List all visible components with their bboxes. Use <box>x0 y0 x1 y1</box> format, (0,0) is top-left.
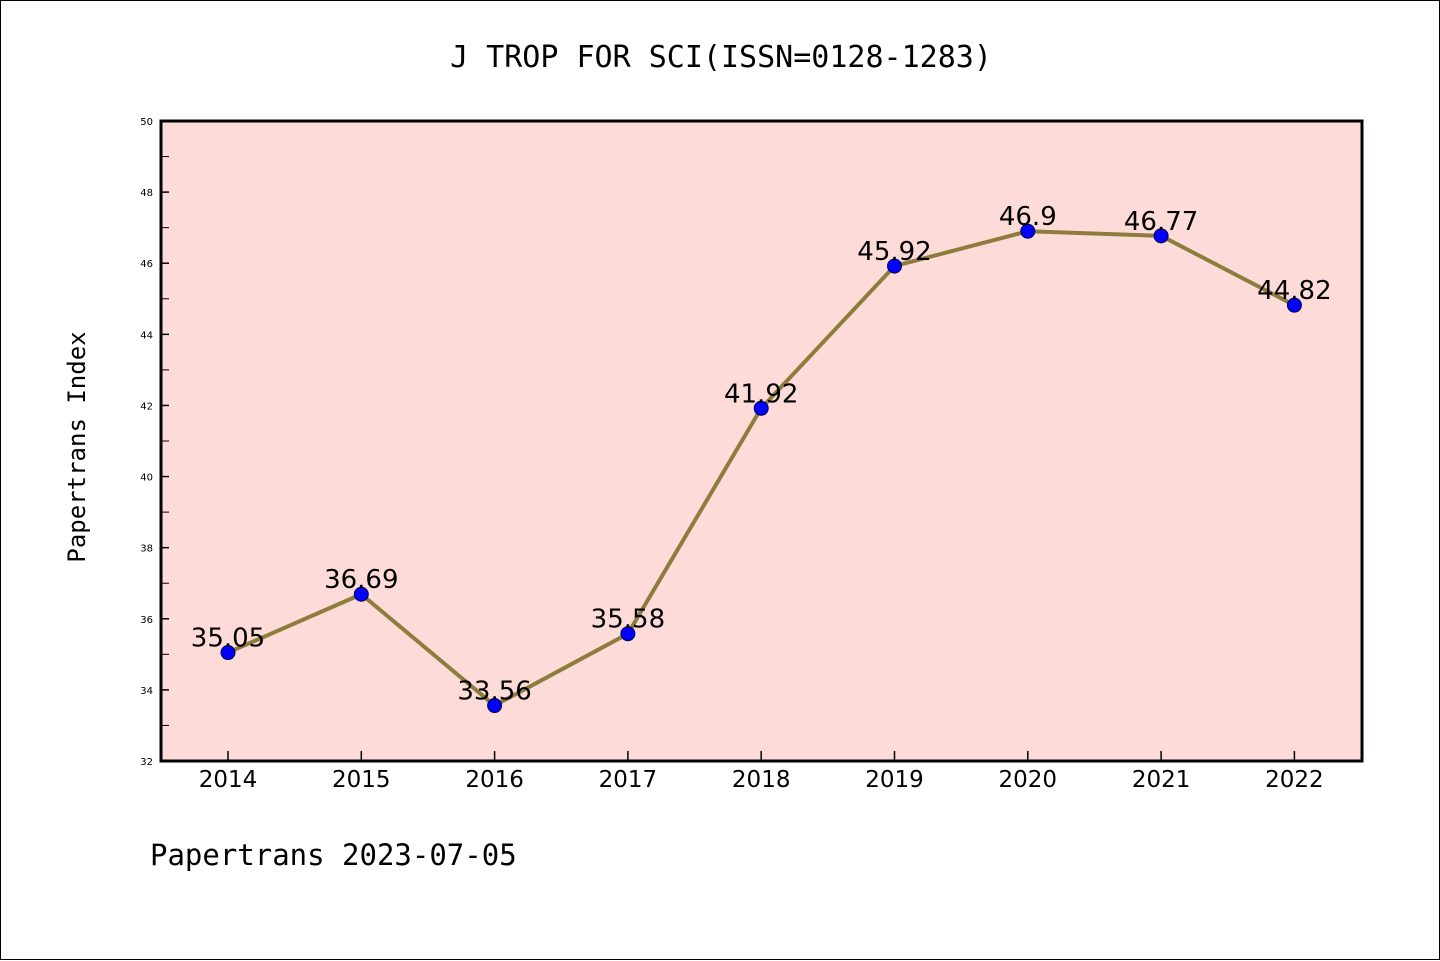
data-point-label: 46.77 <box>1124 207 1198 237</box>
x-tick-label: 2019 <box>865 767 924 793</box>
y-tick-label: 36 <box>140 615 153 626</box>
data-point-marker <box>220 645 236 661</box>
data-point-marker <box>353 586 369 602</box>
data-point-label: 33.56 <box>457 677 531 707</box>
data-point-label: 35.58 <box>591 605 665 635</box>
footer-text: Papertrans 2023-07-05 <box>150 838 517 872</box>
data-markers <box>220 223 1302 714</box>
data-point-marker <box>487 698 503 714</box>
y-tick-label: 34 <box>140 686 153 697</box>
data-point-marker <box>1286 297 1302 313</box>
data-labels: 35.05 36.69 33.56 35.58 41.92 45.92 46.9 46.77 4… <box>191 202 1332 706</box>
chart-title: J TROP FOR SCI(ISSN=0128-1283) <box>450 40 992 75</box>
data-point-marker <box>620 626 636 642</box>
data-point-label: 44.82 <box>1257 276 1331 306</box>
data-point-label: 36.69 <box>324 565 398 595</box>
plot-area <box>161 121 1362 761</box>
y-tick-label: 50 <box>140 117 153 128</box>
x-tick-label: 2018 <box>732 767 791 793</box>
x-axis: 2014 2015 2016 2017 2018 2019 2020 2021 2022 <box>199 751 1324 793</box>
x-tick-label: 2022 <box>1265 767 1324 793</box>
x-tick-label: 2020 <box>999 767 1058 793</box>
y-tick-label: 42 <box>140 401 153 412</box>
plot-frame <box>159 119 1364 763</box>
data-point-label: 35.05 <box>191 624 265 654</box>
data-point-marker <box>1153 228 1169 244</box>
y-tick-label: 48 <box>140 188 153 199</box>
data-point-marker <box>1020 223 1036 239</box>
data-point-marker <box>753 400 769 416</box>
data-point-label: 46.9 <box>999 202 1057 232</box>
data-point-marker <box>887 258 902 274</box>
data-point-label: 41.92 <box>724 379 798 409</box>
x-tick-label: 2014 <box>199 767 258 793</box>
y-tick-label: 44 <box>140 330 153 341</box>
x-tick-label: 2016 <box>465 767 524 793</box>
y-axis-label: Papertrans Index <box>63 331 91 562</box>
x-tick-label: 2015 <box>332 767 391 793</box>
x-tick-label: 2017 <box>599 767 658 793</box>
data-point-label: 45.92 <box>857 237 931 267</box>
y-tick-label: 46 <box>140 259 153 270</box>
y-tick-label: 38 <box>140 544 153 555</box>
y-tick-label: 40 <box>140 473 153 484</box>
y-tick-label: 32 <box>140 757 153 768</box>
x-tick-label: 2021 <box>1132 767 1191 793</box>
